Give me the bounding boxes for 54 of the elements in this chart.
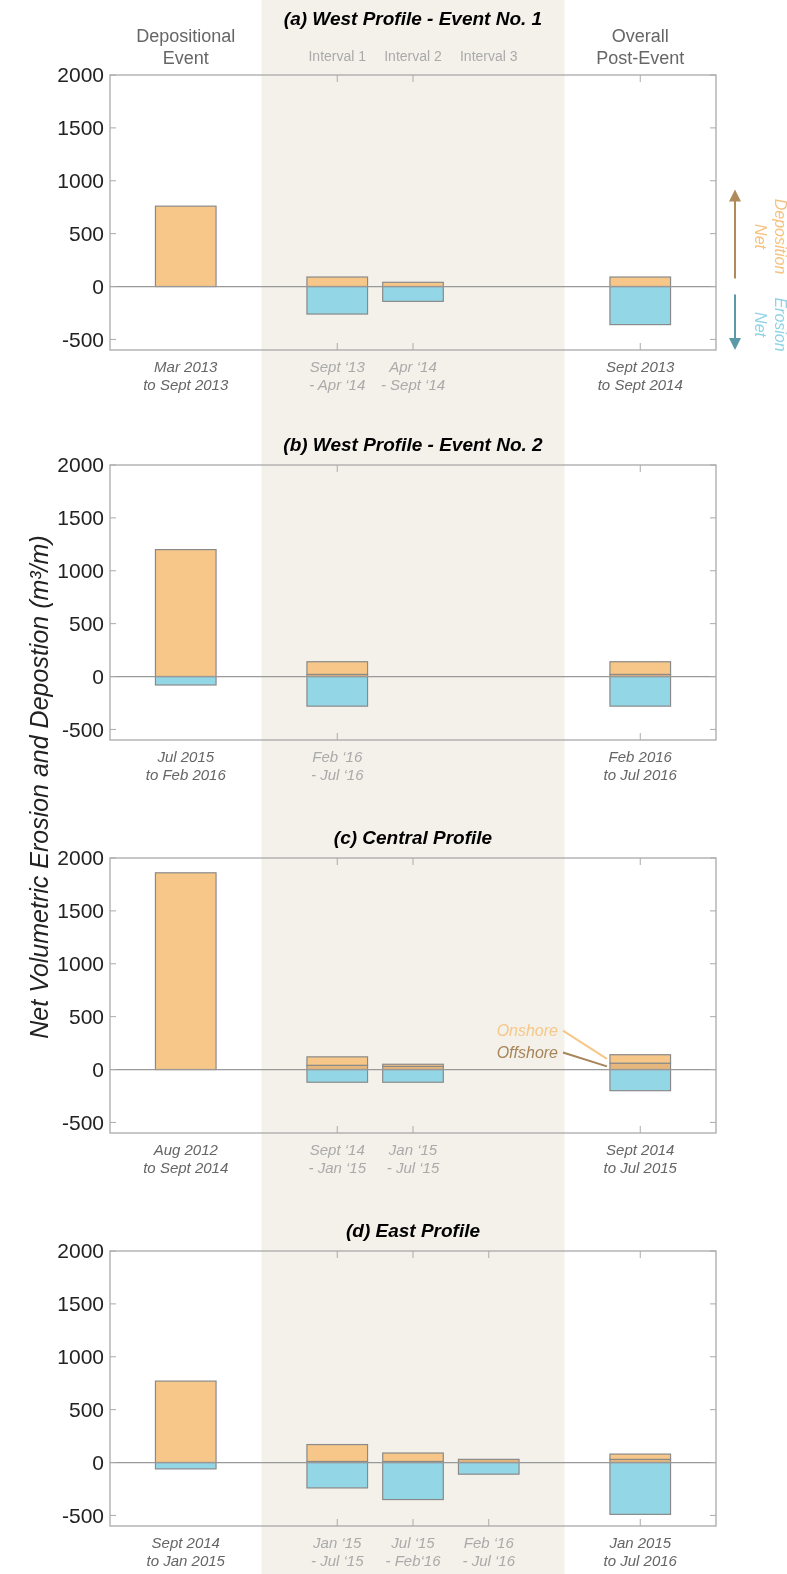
legend-label: Offshore <box>496 1043 559 1061</box>
text: Interval 3 <box>459 48 518 64</box>
y-tick-label: 1500 <box>57 1292 104 1316</box>
y-tick-label: 1500 <box>57 899 104 923</box>
y-tick-label: 500 <box>68 612 104 635</box>
y-tick-label: 0 <box>92 274 104 298</box>
text: Net Erosion <box>752 297 787 352</box>
x-tick-label: Feb ‘16 - Jul ‘16 <box>462 1534 516 1569</box>
text: Interval 1 <box>308 48 367 64</box>
y-tick-label: 1000 <box>57 169 104 193</box>
x-tick-label: Sept 2014 to Jan 2015 <box>146 1534 226 1569</box>
x-tick-label: Feb 2016 to Jul 2016 <box>603 748 678 783</box>
x-tick-label: Apr ‘14 - Sept ‘14 <box>380 358 446 393</box>
y-tick-label: 1000 <box>57 559 104 583</box>
text: Net Deposition <box>752 198 787 275</box>
text: Depositional Event <box>136 26 236 68</box>
x-tick-label: Aug 2012 to Sept 2014 <box>143 1141 229 1176</box>
y-tick-label: -500 <box>61 717 104 741</box>
y-tick-label: 2000 <box>57 846 104 870</box>
text: Overall Post-Event <box>596 26 685 68</box>
y-tick-label: 500 <box>68 1398 104 1421</box>
x-tick-label: Jan 2015 to Jul 2016 <box>603 1534 678 1569</box>
y-tick-label: 500 <box>68 222 104 245</box>
x-tick-label: Sept 2014 to Jul 2015 <box>603 1141 678 1176</box>
y-tick-label: 2000 <box>57 1239 104 1263</box>
y-tick-label: 2000 <box>57 63 104 87</box>
x-tick-label: Jul 2015 to Feb 2016 <box>145 748 227 783</box>
x-tick-label: Sept ‘14 - Jan ‘15 <box>308 1141 367 1176</box>
x-tick-label: Sept 2013 to Sept 2014 <box>597 358 683 393</box>
x-tick-label: Mar 2013 to Sept 2013 <box>143 358 229 393</box>
chart-title: (d) East Profile <box>345 1220 481 1241</box>
y-tick-label: 0 <box>92 1057 104 1081</box>
text: Onshore <box>496 1021 559 1039</box>
y-tick-label: -500 <box>61 1503 104 1527</box>
y-tick-label: 0 <box>92 1450 104 1474</box>
y-tick-label: 1500 <box>57 116 104 140</box>
chart-title: (c) Central Profile <box>333 827 493 848</box>
y-tick-label: 0 <box>92 664 104 688</box>
y-tick-label: 1500 <box>57 506 104 530</box>
x-tick-label: Sept ‘13 - Apr ‘14 <box>309 358 366 393</box>
y-tick-label: 1000 <box>57 1345 104 1369</box>
y-tick-label: 500 <box>68 1005 104 1028</box>
y-axis-title: Net Volumetric Erosion and Depostion (m³/m) <box>25 535 53 1039</box>
x-tick-label: Jan ‘15 - Jul ‘15 <box>310 1534 365 1569</box>
chart-title: (a) West Profile - Event No. 1 <box>283 8 543 29</box>
chart-title: (b) West Profile - Event No. 2 <box>283 434 544 455</box>
y-tick-label: 2000 <box>57 453 104 477</box>
text: Interval 2 <box>384 48 442 64</box>
x-tick-label: Feb ‘16 - Jul ‘16 <box>310 748 365 783</box>
y-tick-label: -500 <box>61 1110 104 1134</box>
x-tick-label: Jan ‘15 - Jul ‘15 <box>386 1141 440 1176</box>
y-tick-label: 1000 <box>57 952 104 976</box>
x-tick-label: Jul ‘15 - Feb‘16 <box>385 1534 442 1569</box>
y-tick-label: -500 <box>61 327 104 351</box>
